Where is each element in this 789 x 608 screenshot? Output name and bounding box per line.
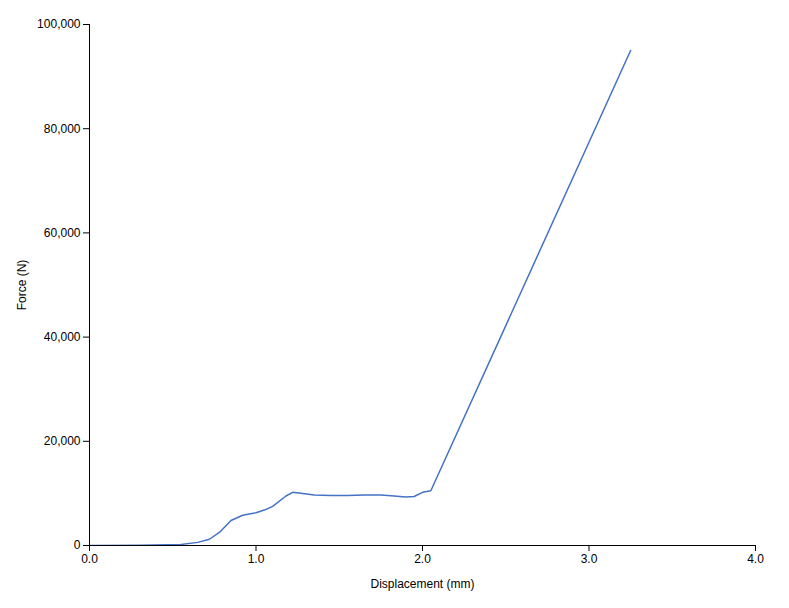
svg-text:Force (N): Force (N) (15, 260, 29, 311)
svg-text:Displacement (mm): Displacement (mm) (370, 577, 474, 591)
svg-text:3.0: 3.0 (581, 552, 598, 566)
svg-text:60,000: 60,000 (44, 226, 81, 240)
svg-text:100,000: 100,000 (37, 17, 81, 31)
svg-text:2.0: 2.0 (414, 552, 431, 566)
svg-text:20,000: 20,000 (44, 434, 81, 448)
svg-text:4.0: 4.0 (747, 552, 764, 566)
svg-text:1.0: 1.0 (248, 552, 265, 566)
svg-text:0: 0 (74, 538, 81, 552)
svg-text:80,000: 80,000 (44, 122, 81, 136)
svg-text:40,000: 40,000 (44, 330, 81, 344)
svg-text:0.0: 0.0 (81, 552, 98, 566)
